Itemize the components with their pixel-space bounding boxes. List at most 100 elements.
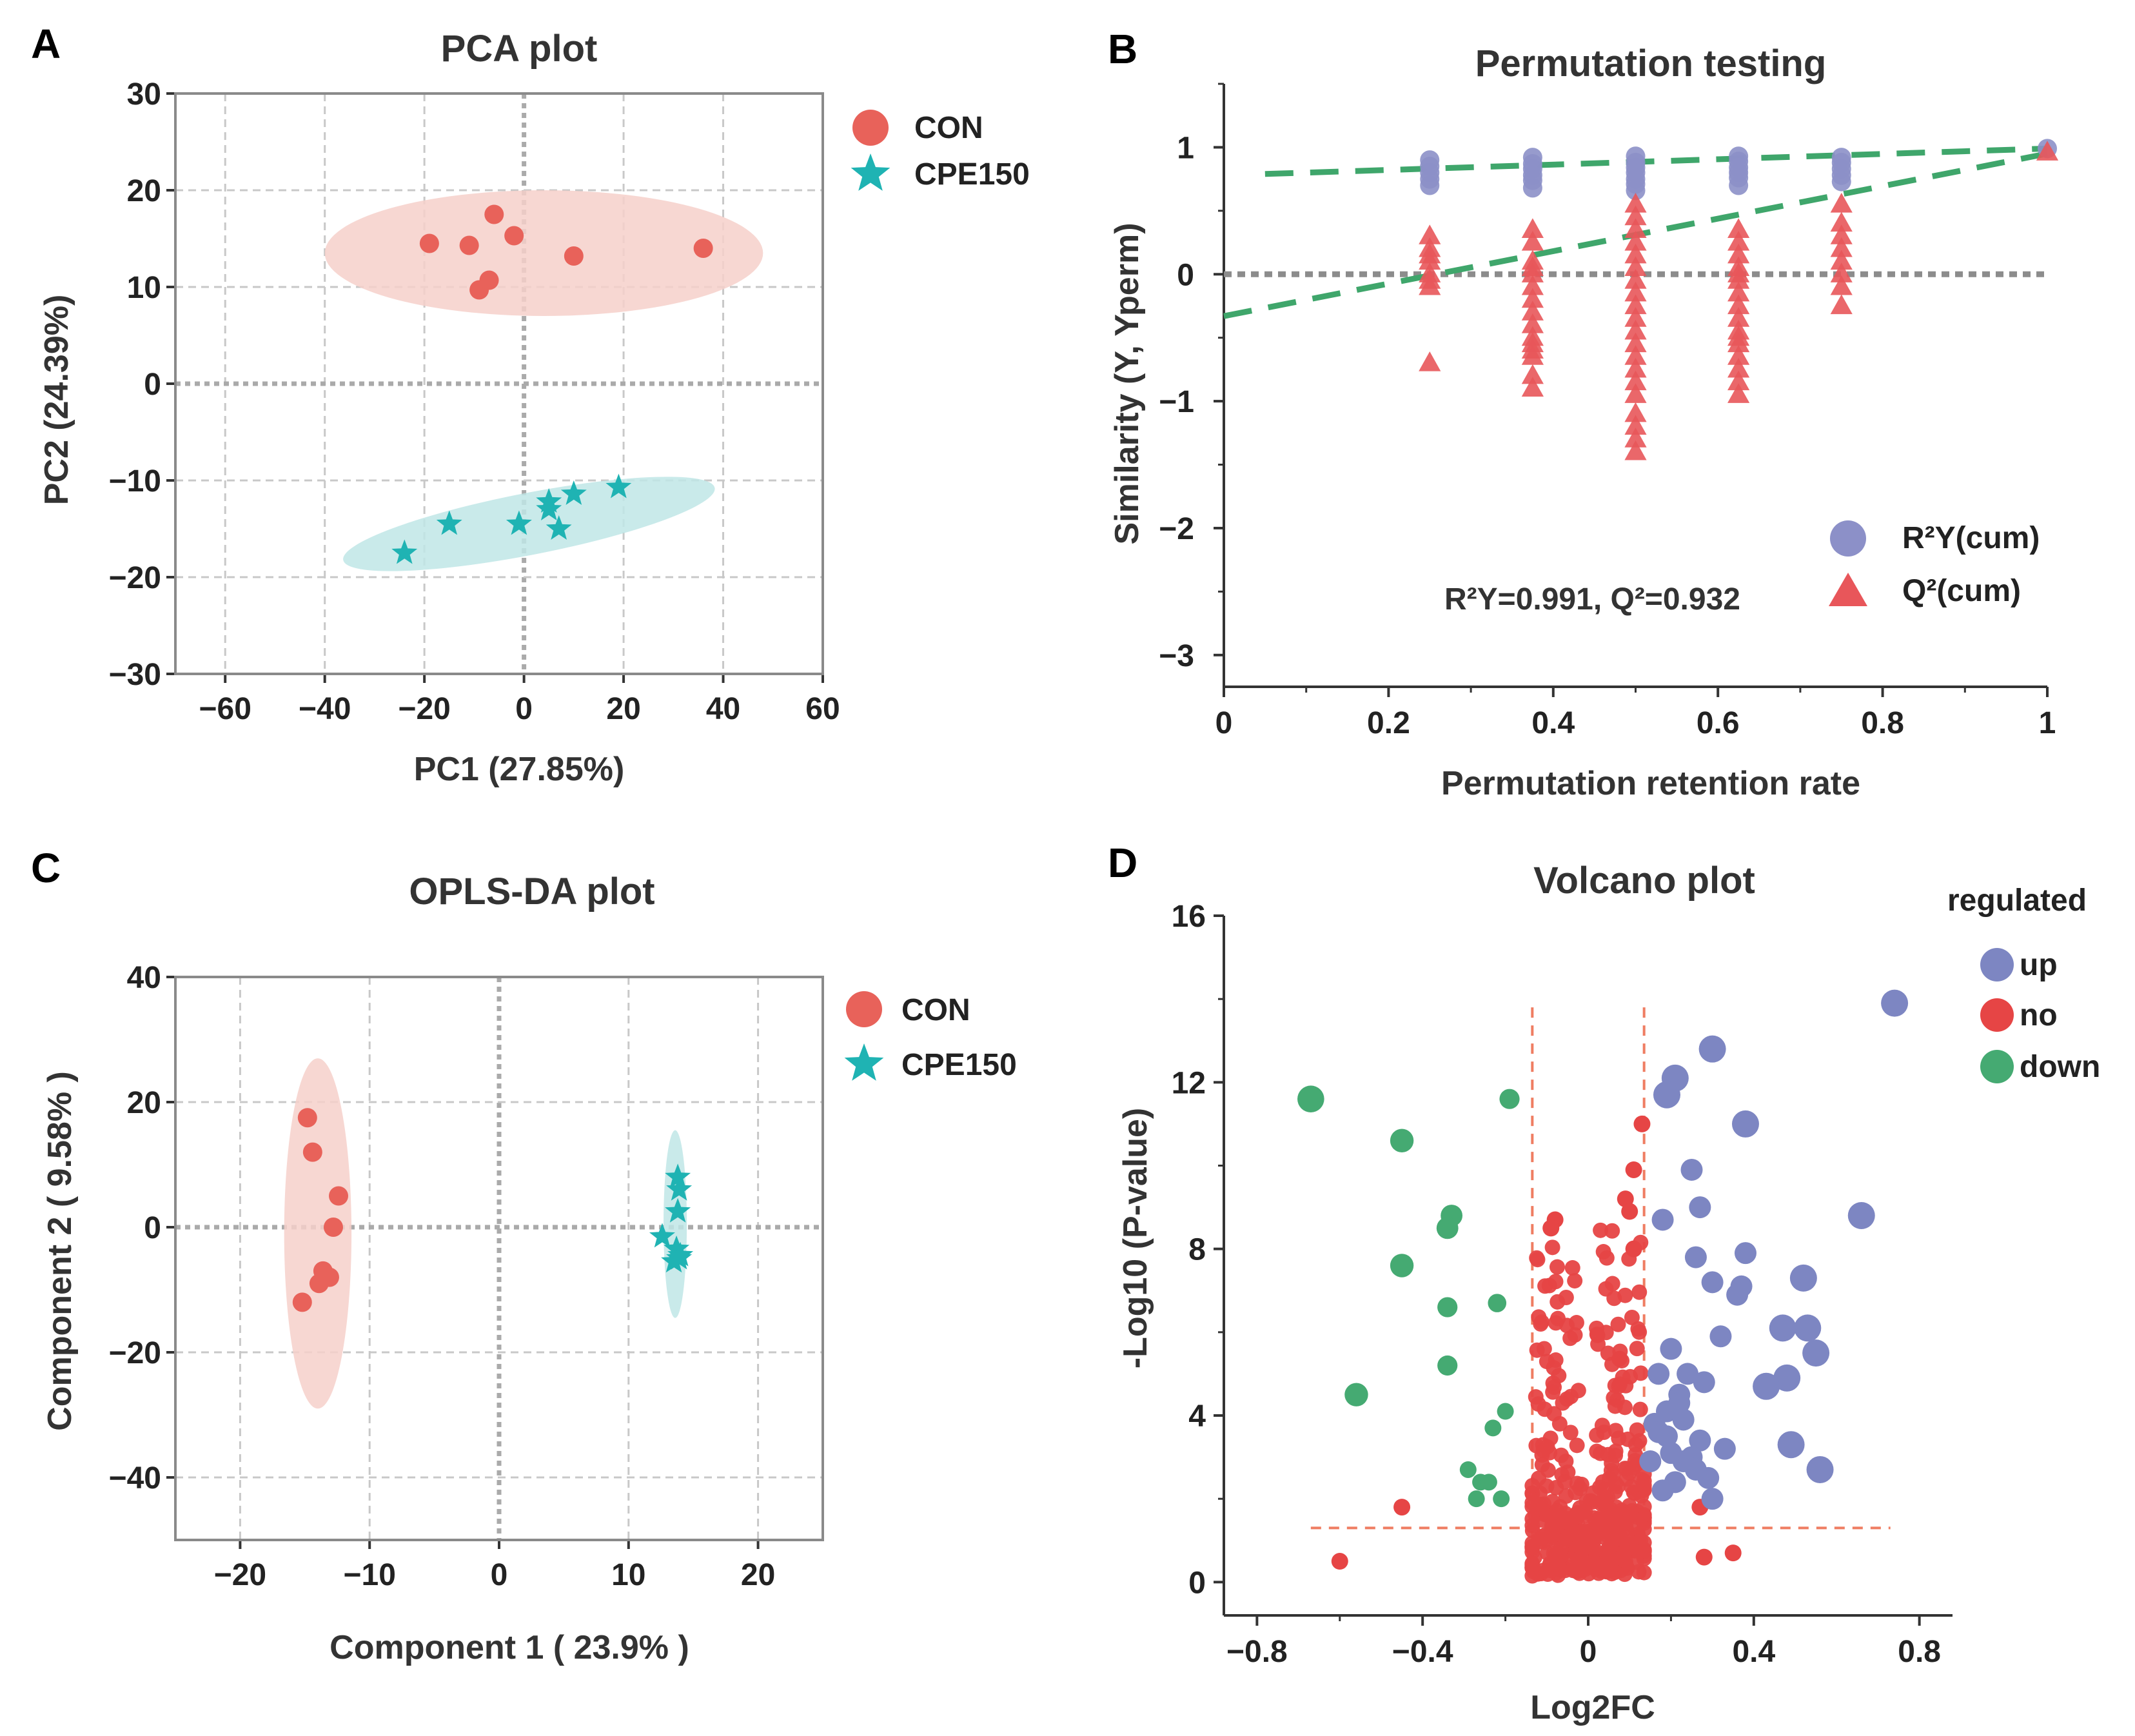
q2-point [1624,205,1647,226]
point-no [1559,1391,1575,1407]
volcano-legend-up-label: up [2020,948,2058,982]
pca-grid [175,94,824,674]
point-con [504,226,524,246]
y-tick-label: 20 [127,174,161,208]
y-tick-label: −10 [109,464,161,498]
permutation-annotation: R²Y=0.991, Q²=0.932 [1444,582,1740,616]
q2-point [1727,370,1750,391]
volcano-ticks: −0.8 −0.4 0 0.4 0.8 0 4 8 12 16 [1172,900,1941,1669]
point-cpe150 [506,510,532,535]
oplsda-grid [175,977,823,1540]
point-con [419,233,439,253]
point-up [1769,1314,1796,1342]
y-tick-label: 0 [144,368,161,402]
x-tick-label: 0.4 [1531,706,1575,740]
y-tick-label: 12 [1172,1066,1206,1100]
point-no [1548,1508,1564,1524]
oplsda-legend: CON CPE150 [844,991,1017,1082]
x-tick-label: 0 [515,692,533,726]
ellipse-con [284,1058,352,1409]
point-down [1297,1085,1324,1112]
point-no [1598,1325,1614,1341]
point-no [1564,1526,1580,1542]
point-no [1628,1554,1644,1570]
point-no [1624,1310,1640,1326]
point-up [1651,1479,1674,1502]
point-up [1693,1371,1715,1394]
point-no [1604,1223,1620,1239]
pca-points [391,204,713,564]
q2-point [1624,415,1647,435]
point-up [1881,989,1909,1017]
point-cpe150 [436,510,462,535]
pca-legend: CON CPE150 [851,110,1030,192]
q2-point [1624,440,1647,460]
q2-point [1727,383,1750,403]
q2-point [1624,319,1647,340]
q2-point [1624,294,1647,315]
pca-legend-cpe150-marker [851,153,890,191]
q2-point [1727,281,1750,302]
point-no [1584,1494,1600,1510]
point-no [1601,1540,1617,1556]
panel-label-a: A [31,21,61,67]
point-up [1794,1314,1822,1342]
oplsda-x-axis-label: Component 1 ( 23.9% ) [330,1629,689,1666]
point-no [1542,1219,1560,1237]
point-no [1603,1463,1619,1479]
point-down [1484,1419,1502,1437]
point-down [1390,1254,1414,1277]
q2-point [1521,377,1544,397]
q2-point [1624,256,1647,277]
volcano-y-axis-label-text: -Log10 (P-value) [1117,1108,1154,1369]
r2y-point [1522,178,1542,198]
q2-point [1624,218,1647,238]
x-tick-label: 0.6 [1697,706,1740,740]
r2y-point [1626,181,1646,201]
point-up [1653,1081,1680,1109]
point-up [1651,1208,1674,1231]
point-down [1390,1129,1414,1152]
point-no [1607,1377,1623,1394]
q2-point [1830,237,1853,257]
point-no [1614,1353,1630,1369]
q2-point [1521,275,1544,295]
point-no [1595,1474,1611,1490]
x-tick-label: 0.8 [1861,706,1904,740]
x-tick-label: −10 [343,1558,395,1592]
y-tick-label: −20 [109,1336,161,1370]
x-tick-label: 0 [491,1558,508,1592]
point-con [323,1218,343,1237]
point-no [1541,1277,1557,1294]
point-up [1806,1455,1834,1483]
q2-point [1624,428,1647,448]
volcano-points [1297,989,1909,1584]
point-no [1613,1503,1629,1519]
x-tick-label: −0.4 [1392,1635,1453,1669]
point-no [1608,1475,1624,1492]
point-cpe150 [665,1163,691,1189]
y-tick-label: 0 [1177,258,1194,292]
point-down [1436,1217,1459,1239]
point-no [1558,1290,1574,1306]
point-up [1730,1275,1753,1297]
point-no [1629,1341,1645,1357]
point-no [1625,1240,1642,1258]
volcano-legend-down-marker [1980,1050,2014,1083]
point-down [1499,1089,1520,1109]
point-con [479,270,499,290]
point-down [1497,1403,1514,1420]
point-no [1524,1557,1540,1573]
point-cpe150 [665,1198,691,1223]
point-up [1701,1488,1724,1510]
q2-point [1624,345,1647,365]
point-no [1524,1511,1540,1527]
q2-point [1830,224,1853,244]
point-up [1731,1110,1759,1138]
point-cpe150 [666,1176,693,1201]
q2-point [1624,357,1647,378]
point-no [1609,1520,1625,1536]
point-up [1701,1271,1724,1294]
point-no [1621,1203,1638,1220]
point-cpe150 [666,1245,693,1270]
